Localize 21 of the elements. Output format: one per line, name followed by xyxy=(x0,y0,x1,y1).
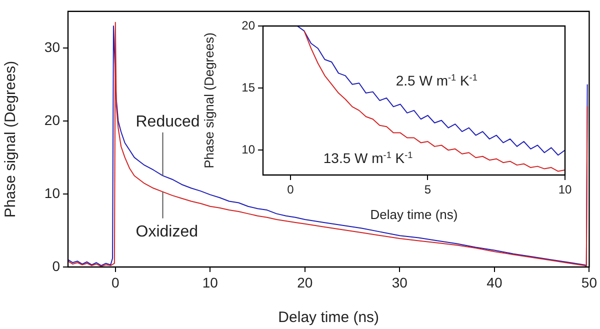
y-tick-label: 30 xyxy=(44,38,60,55)
series-label: Oxidized xyxy=(136,223,198,240)
x-axis-title: Delay time (ns) xyxy=(278,309,380,326)
x-tick-label: 10 xyxy=(202,274,218,290)
y-tick-label: 20 xyxy=(242,18,256,32)
x-tick-label: 50 xyxy=(581,274,598,290)
y-tick-label: 0 xyxy=(52,258,60,274)
y-tick-label: 15 xyxy=(242,80,256,94)
x-tick-label: 5 xyxy=(424,182,432,197)
x-tick-label: 0 xyxy=(111,274,120,290)
y-axis-title: Phase signal (Degrees) xyxy=(2,60,20,218)
x-tick-label: 10 xyxy=(558,182,572,197)
x-tick-label: 20 xyxy=(297,274,313,290)
y-tick-label: 10 xyxy=(242,142,256,156)
x-tick-label: 40 xyxy=(486,274,502,290)
y-tick-label: 20 xyxy=(44,112,60,128)
y-axis-title: Phase signal (Degrees) xyxy=(201,32,216,168)
x-tick-label: 0 xyxy=(287,182,294,197)
x-axis-title: Delay time (ns) xyxy=(370,206,458,222)
series-label: Reduced xyxy=(136,113,200,130)
x-tick-label: 30 xyxy=(392,274,408,290)
